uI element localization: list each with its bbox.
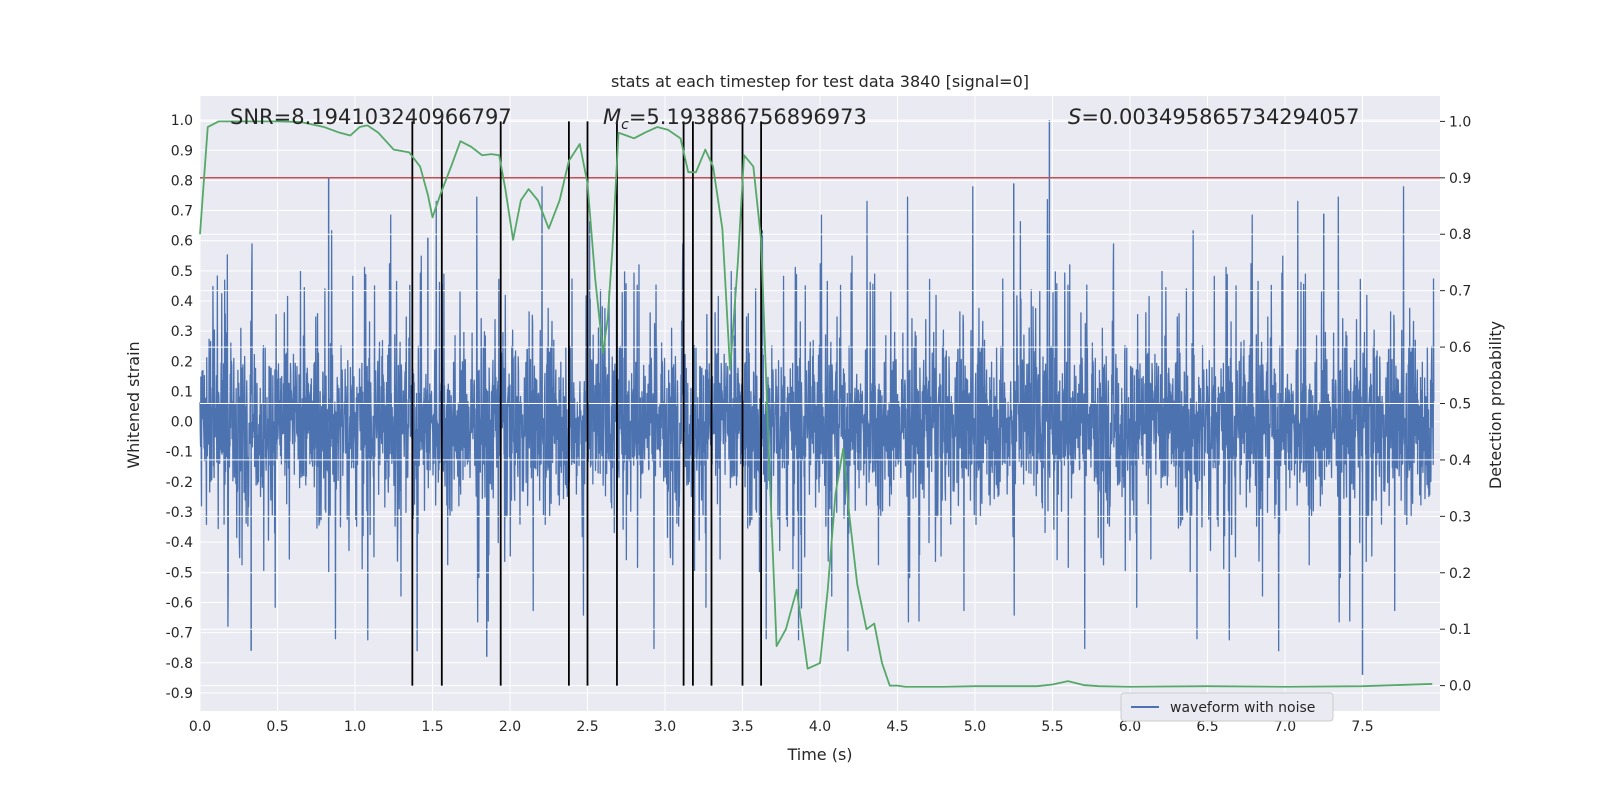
x-tick-label: 5.0: [964, 719, 986, 735]
y-tick-label-right: 0.1: [1449, 622, 1471, 638]
x-tick-label: 7.5: [1351, 719, 1373, 735]
y-tick-label-right: 0.4: [1449, 453, 1471, 469]
y-tick-label-right: 0.6: [1449, 340, 1471, 356]
y-tick-label-left: 0.4: [171, 294, 193, 310]
y-axis-label-right: Detection probability: [1486, 321, 1505, 489]
x-tick-label: 0.5: [266, 719, 288, 735]
y-tick-label-left: 0.2: [171, 354, 193, 370]
y-tick-label-left: 0.8: [171, 173, 193, 189]
x-tick-label: 2.0: [499, 719, 521, 735]
y-tick-label-right: 0.5: [1449, 397, 1471, 413]
x-tick-label: 5.5: [1041, 719, 1063, 735]
x-tick-label: 1.5: [421, 719, 443, 735]
y-tick-label-left: -0.6: [166, 595, 193, 611]
y-tick-label-left: -0.2: [166, 475, 193, 491]
strain-line: [199, 186, 1435, 652]
y-tick-label-left: -0.3: [166, 505, 193, 521]
y-tick-label-right: 0.0: [1449, 679, 1471, 695]
x-tick-label: 2.5: [576, 719, 598, 735]
y-tick-label-left: 0.1: [171, 384, 193, 400]
x-tick-label: 4.5: [886, 719, 908, 735]
y-tick-label-right: 1.0: [1449, 114, 1471, 130]
chart-title: stats at each timestep for test data 384…: [611, 72, 1029, 91]
right-grid: [200, 120, 1440, 687]
legend: waveform with noise: [1120, 692, 1334, 722]
event-markers: [411, 121, 762, 686]
x-tick-label: 6.5: [1196, 719, 1218, 735]
x-tick-label: 6.0: [1119, 719, 1141, 735]
y-tick-label-right: 0.3: [1449, 509, 1471, 525]
y-tick-label-left: 1.0: [171, 113, 193, 129]
y-tick-label-left: -0.5: [166, 565, 193, 581]
s-value: =0.003495865734294057: [1081, 105, 1359, 129]
x-tick-label: 3.0: [654, 719, 676, 735]
legend-label: waveform with noise: [1170, 700, 1315, 716]
x-tick-label: 0.0: [189, 719, 211, 735]
x-tick-label: 4.0: [809, 719, 831, 735]
y-tick-label-left: 0.6: [171, 234, 193, 250]
x-tick-label: 3.5: [731, 719, 753, 735]
y-tick-label-right: 0.9: [1449, 171, 1471, 187]
y-tick-label-left: -0.1: [166, 445, 193, 461]
chirp-mass-annotation: Mc=5.193886756896973: [603, 105, 867, 133]
y-tick-label-left: 0.9: [171, 143, 193, 159]
y-tick-label-left: 0.3: [171, 324, 193, 340]
s-symbol: S: [1068, 105, 1081, 129]
y-ticks-left: 1.0 0.9 0.8 0.7 0.6 0.5 0.4 0.3 0.2 0.1 0.0 -0.1 -0.…: [166, 113, 193, 702]
y-ticks-right: 1.0 0.9 0.8 0.7 0.6 0.5 0.4 0.3 0.2 0.1 0.0: [1440, 114, 1471, 695]
y-tick-label-left: 0.7: [171, 204, 193, 220]
y-tick-label-left: -0.7: [166, 626, 193, 642]
probability-series: [199, 120, 1433, 688]
legend-box: [1120, 692, 1334, 722]
y-tick-label-right: 0.2: [1449, 566, 1471, 582]
x-axis-label: Time (s): [786, 745, 852, 764]
chirp-mass-symbol: M: [603, 105, 621, 129]
y-tick-label-left: 0.0: [171, 415, 193, 431]
y-tick-label-right: 0.7: [1449, 284, 1471, 300]
s-annotation: S=0.003495865734294057: [1068, 105, 1359, 129]
chirp-mass-subscript: c: [621, 117, 629, 133]
x-tick-label: 1.0: [344, 719, 366, 735]
y-tick-label-left: -0.9: [166, 686, 193, 702]
y-tick-label-left: -0.8: [166, 656, 193, 672]
probability-line: [199, 120, 1433, 688]
y-tick-label-left: -0.4: [166, 535, 193, 551]
y-axis-label-left: Whitened strain: [124, 341, 143, 468]
snr-annotation: SNR=8.194103240966797: [230, 105, 512, 129]
x-tick-label: 7.0: [1274, 719, 1296, 735]
y-tick-label-left: 0.5: [171, 264, 193, 280]
chirp-mass-value: =5.193886756896973: [629, 105, 867, 129]
x-ticks: 0.0 0.5 1.0 1.5 2.0 2.5 3.0 3.5 4.0 4.5 5.0 5.5 6.0 6…: [189, 719, 1374, 735]
y-tick-label-right: 0.8: [1449, 227, 1471, 243]
